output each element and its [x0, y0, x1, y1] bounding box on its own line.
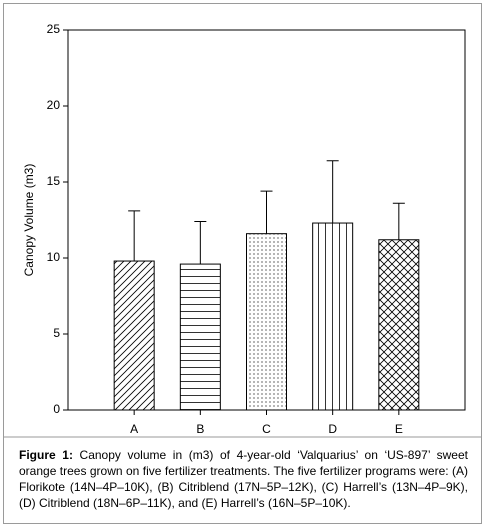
y-tick-label: 0	[53, 402, 60, 416]
x-tick-label: A	[130, 422, 138, 436]
bar	[378, 239, 420, 411]
y-tick-label: 25	[47, 22, 61, 36]
y-tick-label: 5	[53, 326, 60, 340]
error-bar	[260, 190, 273, 234]
caption-text: Canopy volume in (m3) of 4-year-old ‘Val…	[19, 448, 468, 510]
error-bar	[128, 210, 141, 262]
x-tick-label: B	[196, 422, 204, 436]
plot-frame	[67, 29, 466, 411]
y-tick-label: 15	[47, 174, 61, 188]
caption-label: Figure 1:	[19, 448, 73, 462]
figure-caption: Figure 1: Canopy volume in (m3) of 4-yea…	[19, 447, 468, 511]
figure-frame	[3, 3, 482, 524]
bar	[179, 263, 221, 411]
y-axis-label: Canopy Volume (m3)	[22, 164, 36, 277]
error-bar	[326, 160, 339, 224]
y-tick-label: 20	[47, 98, 61, 112]
x-tick-label: C	[262, 422, 271, 436]
x-tick-label: E	[395, 422, 403, 436]
error-bar	[194, 221, 207, 265]
bar	[246, 233, 287, 411]
bar	[312, 222, 354, 411]
y-tick-label: 10	[47, 250, 61, 264]
chart: Canopy Volume (m3) 0 5 10 15 20 25 A B C D E	[3, 22, 482, 438]
x-tick-label: D	[328, 422, 337, 436]
bar	[113, 260, 155, 411]
error-bar	[392, 202, 405, 240]
